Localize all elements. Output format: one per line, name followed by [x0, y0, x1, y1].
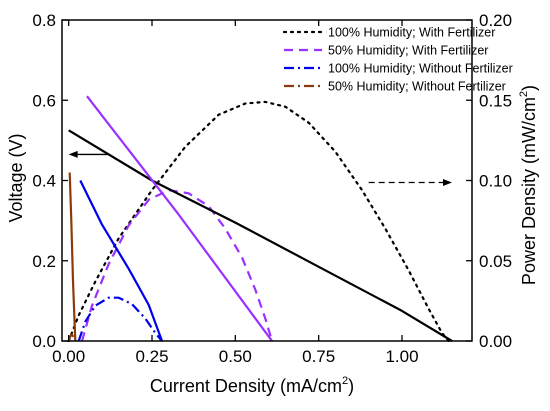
voltage-curve-7 — [68, 172, 77, 342]
legend-label: 100% Humidity; Without Fertilizer — [328, 62, 513, 76]
y2-tick-label: 0.05 — [479, 252, 512, 271]
power-curve-3 — [67, 333, 77, 342]
y2-tick-label: 0.00 — [479, 332, 512, 351]
x-tick-label: 0.25 — [135, 347, 168, 366]
y-tick-label: 0.6 — [32, 91, 56, 110]
y2-tick-label: 0.15 — [479, 91, 512, 110]
y-tick-label: 0.4 — [32, 172, 56, 191]
voltage-curve-4 — [68, 129, 453, 342]
legend-label: 100% Humidity; With Fertilizer — [328, 26, 495, 40]
power-curve-2 — [77, 296, 163, 342]
x-tick-label: 0.00 — [52, 347, 85, 366]
legend-label: 50% Humidity; Without Fertilizer — [328, 80, 506, 94]
legend-label: 50% Humidity; With Fertilizer — [328, 44, 488, 58]
x-axis-title: Current Density (mA/cm2) — [150, 375, 354, 396]
y2-tick-label: 0.20 — [479, 11, 512, 30]
y-tick-label: 0.8 — [32, 11, 56, 30]
y-tick-label: 0.0 — [32, 332, 56, 351]
y-tick-label: 0.2 — [32, 252, 56, 271]
voltage-curve-6 — [79, 180, 164, 342]
y2-axis-title: Power Density (mW/cm2) — [518, 85, 539, 285]
power-curve-1 — [80, 189, 274, 342]
voltage-curve-5 — [86, 95, 273, 342]
y2-tick-label: 0.10 — [479, 172, 512, 191]
left-axis-arrow-head — [68, 150, 78, 158]
legend: 100% Humidity; With Fertilizer 50% Humidi… — [282, 26, 513, 94]
x-tick-label: 1.00 — [385, 347, 418, 366]
y-axis-title: Voltage (V) — [6, 133, 26, 222]
right-axis-arrow-head — [443, 179, 452, 187]
x-tick-label: 0.50 — [219, 347, 252, 366]
x-tick-label: 0.75 — [302, 347, 335, 366]
